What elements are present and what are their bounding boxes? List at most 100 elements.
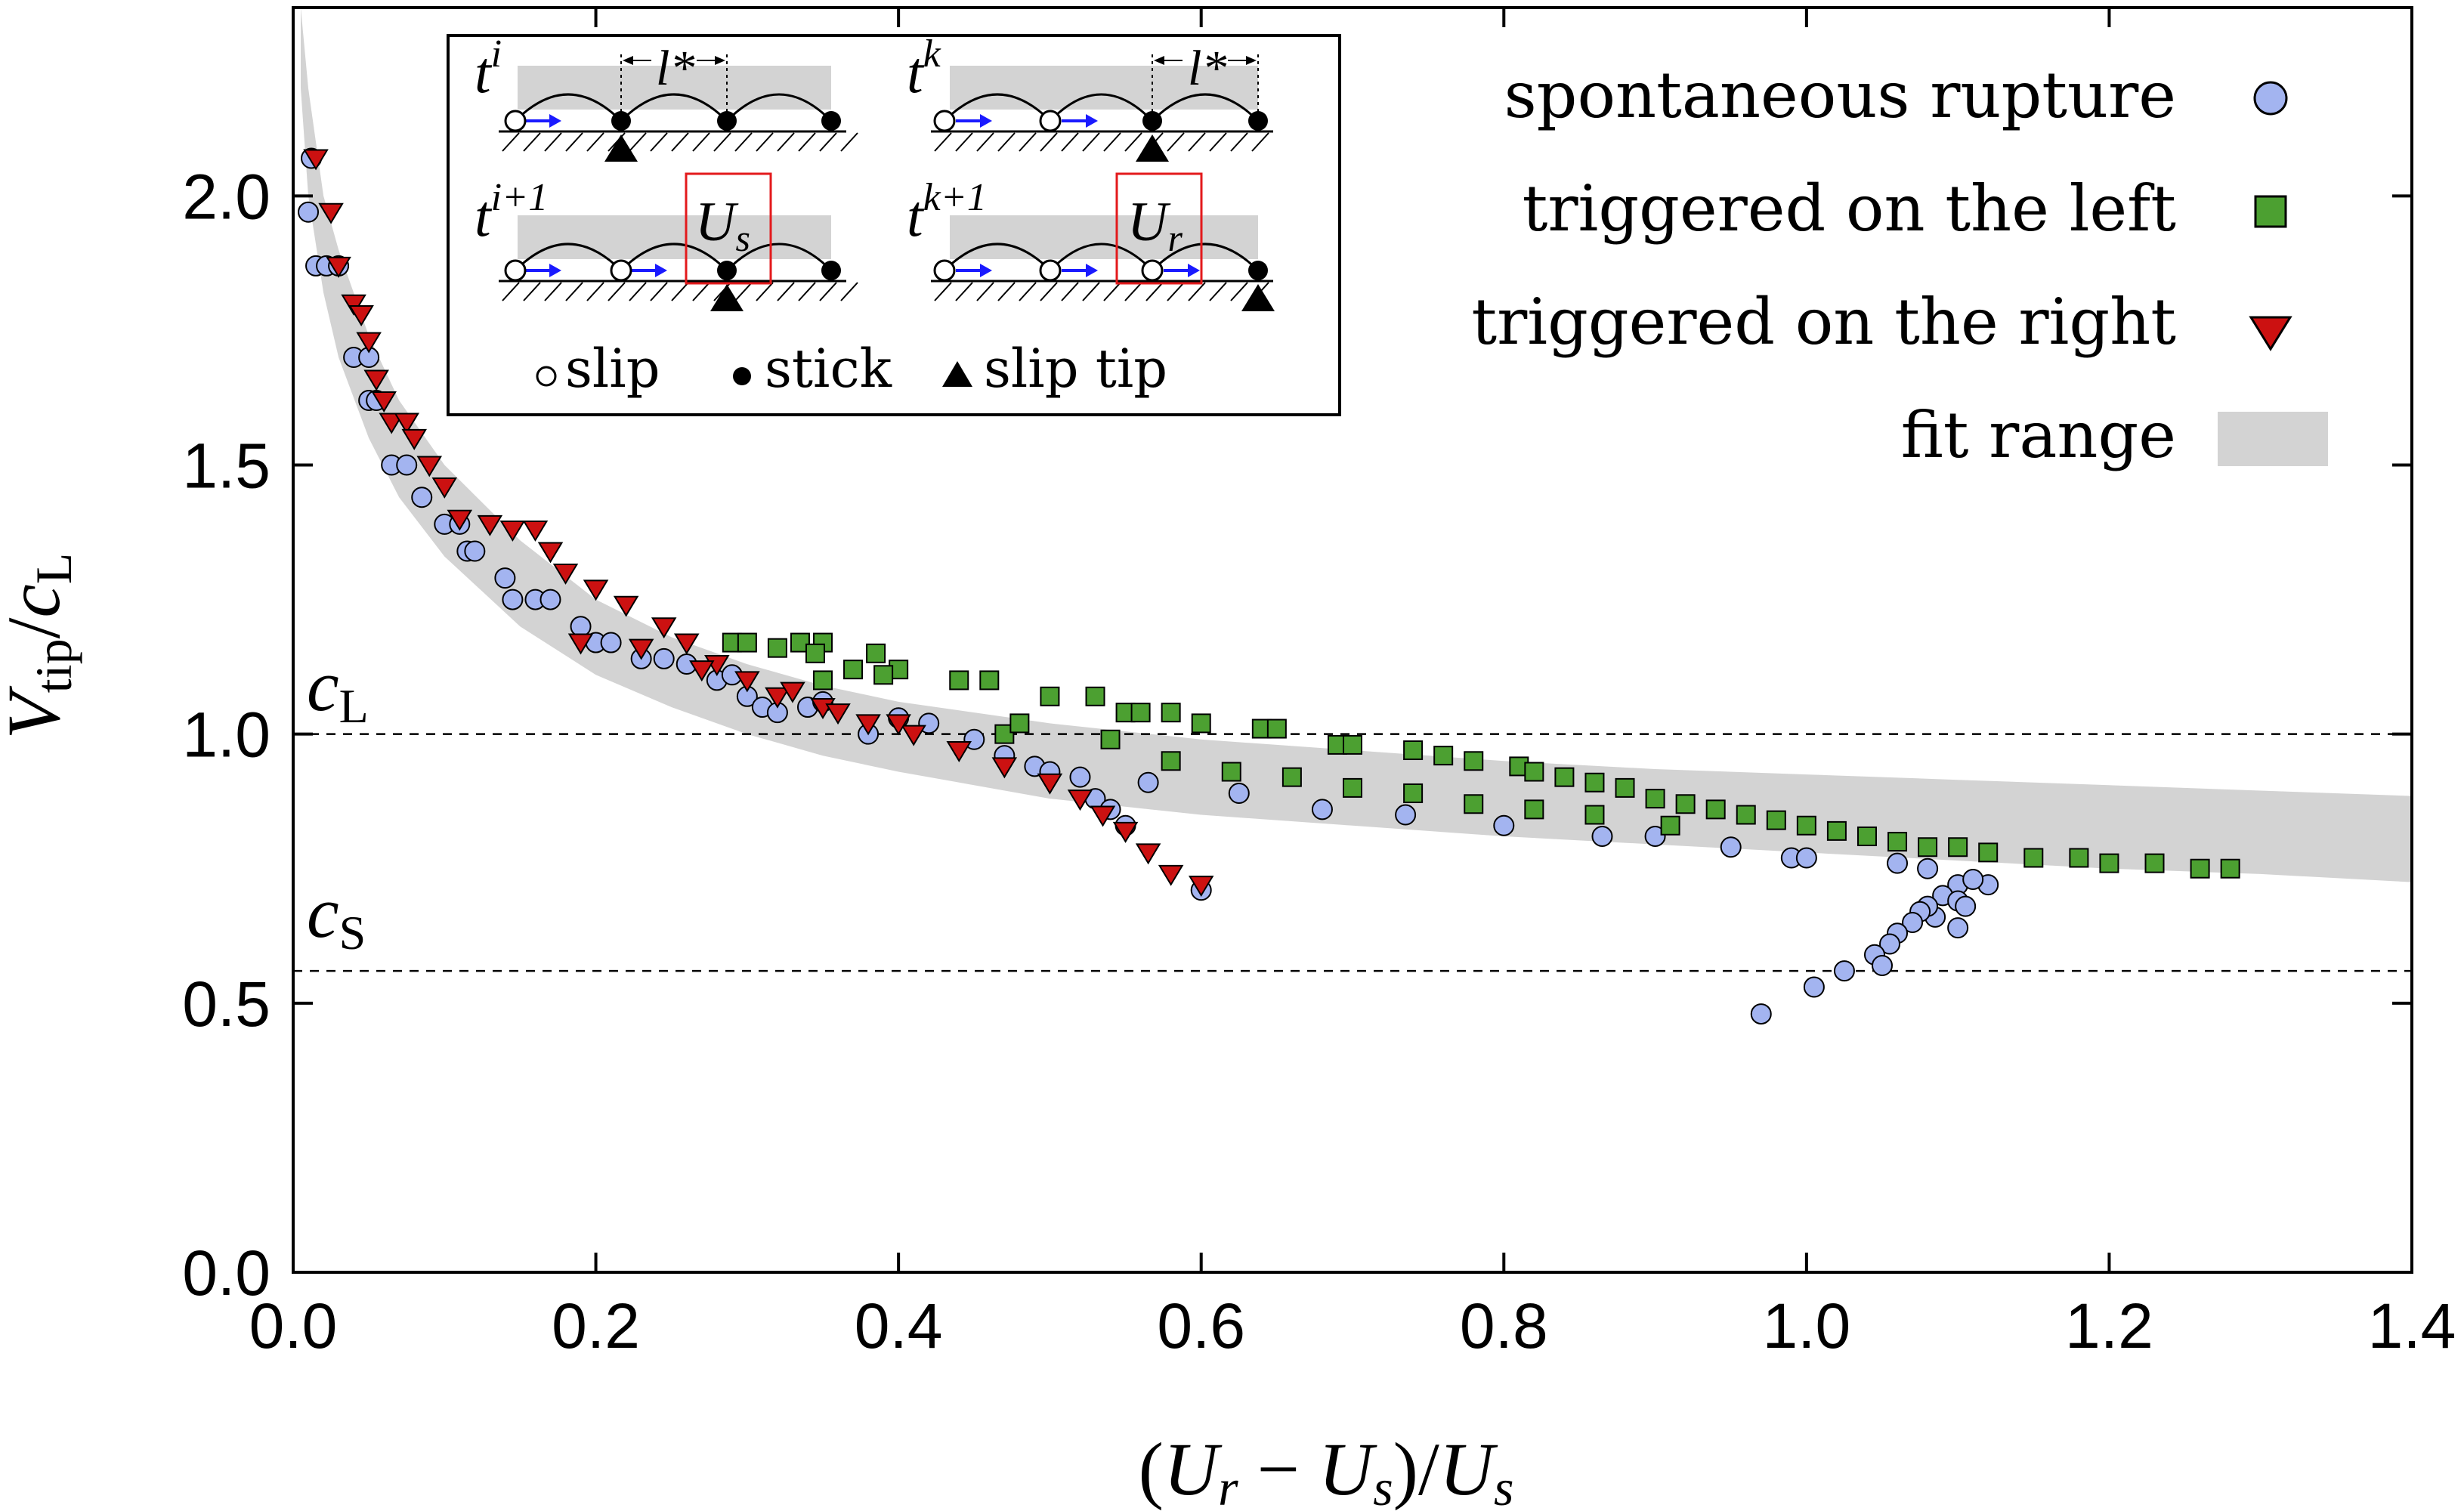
point-triangle (1090, 805, 1116, 827)
inset-lstar-arrow-head (1246, 56, 1257, 65)
x-tick-label: 0.8 (1460, 1290, 1548, 1361)
plot-frame (292, 6, 2413, 1274)
point-triangle (477, 514, 503, 536)
inset-hatch (1082, 132, 1100, 152)
point-square (2069, 848, 2089, 868)
series-triangle-down (303, 149, 1214, 898)
inset-hatch (1019, 132, 1037, 152)
point-square (1918, 837, 1938, 857)
inset-hatch (713, 132, 731, 152)
point-triangle (825, 703, 851, 725)
inset-lstar-arrow-head (623, 56, 633, 65)
point-triangle (946, 741, 972, 762)
point-circle (1493, 814, 1515, 836)
inset-hatch (997, 132, 1016, 152)
inset-slip-node (610, 259, 632, 282)
point-triangle (447, 509, 473, 531)
inset-label-ti: ti (475, 32, 502, 105)
inset-hatch (1167, 132, 1185, 152)
point-circle (539, 589, 561, 610)
point-square (1554, 767, 1575, 787)
inset-gray-block (518, 215, 831, 259)
point-triangle (991, 757, 1018, 779)
inset-arrow-head (549, 264, 561, 277)
point-triangle (567, 633, 594, 655)
inset-hatch (565, 282, 583, 301)
point-square (979, 670, 1000, 691)
x-axis-label: (Ur − Us)/Us (1139, 1427, 1514, 1511)
point-square (1826, 820, 1847, 841)
inset-hatch (777, 282, 795, 301)
inset-panel-0 (499, 54, 858, 162)
legend-label-left: triggered on the left (1523, 171, 2177, 246)
point-triangle (1037, 773, 1063, 795)
inset-slip-node (1141, 259, 1164, 282)
point-circle (1962, 868, 1984, 890)
point-square (805, 643, 825, 663)
point-circle (1795, 847, 1817, 869)
point-circle (570, 616, 592, 638)
point-square (1040, 686, 1060, 706)
inset-stick-node (1142, 111, 1162, 131)
inset-hatch (1103, 132, 1121, 152)
inset-hatch (1209, 282, 1227, 301)
y-tick-label: 0.0 (182, 1238, 271, 1309)
inset-hatch (840, 282, 858, 301)
inset-hatch (586, 132, 604, 152)
point-circle (1887, 852, 1909, 874)
point-square (1524, 762, 1544, 782)
point-triangle (371, 391, 397, 413)
point-circle (1833, 960, 1855, 982)
point-square (1736, 805, 1756, 825)
inset-hatch (544, 132, 562, 152)
point-circle (494, 567, 516, 589)
inset-gray-block (518, 66, 831, 110)
x-tick-label: 0.6 (1157, 1290, 1245, 1361)
point-circle (298, 201, 320, 223)
inset-hatch (523, 132, 541, 152)
inset-slip-node (1039, 110, 1062, 132)
inset-arrow-head (1086, 114, 1098, 128)
point-triangle (1067, 789, 1093, 811)
inset-hatch (756, 282, 774, 301)
inset-red-box (1115, 172, 1203, 285)
inset-hatch (650, 132, 668, 152)
point-circle (1947, 917, 1969, 939)
point-triangle (780, 681, 805, 703)
inset-stick-node (717, 111, 737, 131)
inset-slip-node (1039, 259, 1062, 282)
point-triangle (318, 202, 344, 224)
point-circle (653, 647, 675, 669)
inset-gray-block (950, 215, 1258, 259)
point-square (1584, 772, 1605, 793)
point-square (1766, 810, 1786, 830)
inset-legend-stick-marker (733, 367, 751, 385)
inset-stick-node (821, 111, 841, 131)
inset-hatch (1124, 282, 1142, 301)
point-circle (1591, 826, 1613, 848)
inset-lstar-arrow-head (715, 56, 725, 65)
inset-label-us: Us (695, 191, 750, 259)
point-square (767, 638, 787, 658)
inset-legend-tip-marker (942, 361, 972, 387)
point-triangle (431, 477, 458, 499)
point-circle (502, 589, 524, 610)
point-circle (1228, 783, 1250, 805)
inset-hatch (1188, 132, 1206, 152)
inset-spring (1049, 93, 1154, 122)
point-triangle (356, 332, 382, 354)
point-square (1948, 837, 1968, 857)
inset-hatch (502, 282, 520, 301)
point-square (1100, 729, 1121, 749)
point-circle (1955, 895, 1977, 917)
point-triangle (363, 369, 389, 391)
inset-hatch (777, 132, 795, 152)
x-tick-label: 0.0 (249, 1290, 338, 1361)
inset-hatch (1167, 282, 1185, 301)
inset-hatch (650, 282, 668, 301)
inset-stick-node (611, 111, 631, 131)
inset-slip-node (933, 259, 956, 282)
inset-hatch (692, 132, 710, 152)
inset-hatch (1124, 132, 1142, 152)
